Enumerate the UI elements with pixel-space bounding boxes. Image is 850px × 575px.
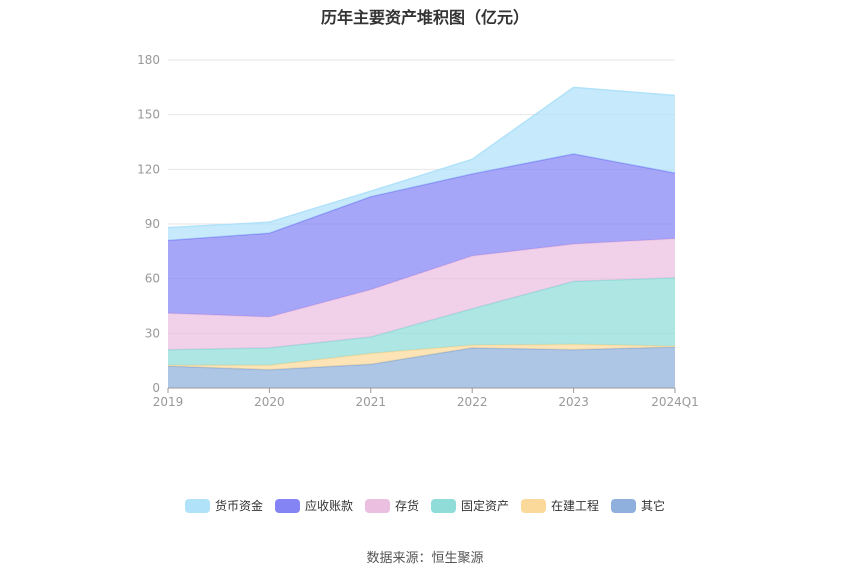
y-tick-label: 0 — [152, 381, 160, 395]
y-tick-label: 30 — [145, 326, 160, 340]
y-tick-label: 120 — [137, 162, 160, 176]
x-tick-label: 2024Q1 — [651, 395, 699, 409]
legend-item-2[interactable]: 存货 — [364, 497, 419, 514]
legend-item-1[interactable]: 应收账款 — [274, 497, 353, 514]
x-tick-label: 2022 — [457, 395, 488, 409]
legend-item-5[interactable]: 其它 — [611, 497, 665, 514]
area-series-4 — [168, 153, 675, 317]
y-tick-label: 90 — [145, 217, 160, 231]
x-tick-label: 2020 — [254, 395, 285, 409]
legend-swatch — [274, 498, 300, 513]
axes: 0 30 60 90 120 150 180 2019 2020 2021 2022 2023 2024… — [137, 53, 699, 409]
legend-label: 存货 — [394, 499, 419, 513]
area-series-2 — [168, 277, 675, 366]
x-tick-label: 2019 — [153, 395, 184, 409]
source-note: 数据来源：恒生聚源 — [366, 551, 484, 566]
legend-swatch — [611, 498, 637, 513]
legend-swatch — [521, 498, 547, 513]
area-series-3 — [168, 238, 675, 350]
y-tick-label: 60 — [145, 272, 160, 286]
area-line-5 — [167, 86, 676, 229]
legend-label: 在建工程 — [551, 499, 600, 513]
legend-swatch — [431, 498, 456, 513]
area-series-0 — [168, 347, 675, 388]
legend-item-4[interactable]: 在建工程 — [521, 497, 599, 514]
legend-swatch — [184, 498, 210, 513]
legend-label: 固定资产 — [461, 499, 510, 513]
chart-title: 历年主要资产堆积图（亿元） — [320, 8, 529, 27]
legend-label: 其它 — [641, 499, 666, 513]
legend-item-3[interactable]: 固定资产 — [431, 497, 509, 514]
area-series-5 — [168, 87, 675, 241]
y-tick-label: 150 — [137, 108, 160, 122]
area-series-1 — [168, 344, 675, 370]
legend: 货币资金 应收账款 存货 固定资产 在建工程 其它 — [0, 497, 850, 514]
x-tick-label: 2023 — [558, 395, 589, 409]
stacked-areas — [167, 86, 676, 388]
legend-item-0[interactable]: 货币资金 — [184, 497, 263, 514]
y-tick-label: 180 — [137, 53, 160, 67]
legend-label: 货币资金 — [214, 499, 263, 513]
legend-label: 应收账款 — [304, 499, 353, 513]
legend-swatch — [364, 498, 390, 513]
x-tick-label: 2021 — [356, 395, 387, 409]
